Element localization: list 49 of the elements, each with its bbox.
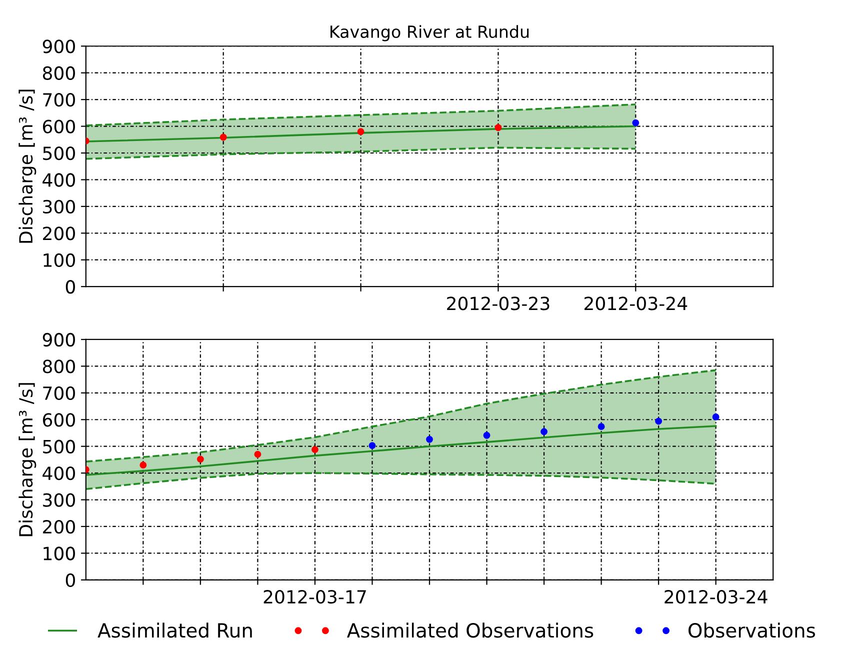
y-tick-label: 100 [44, 253, 75, 267]
point [426, 436, 433, 443]
y-tick-label: 200 [43, 520, 75, 534]
line-series [86, 369, 717, 462]
y-tick-label: 600 [42, 413, 75, 427]
y-tick-label: 500 [43, 146, 75, 160]
legend-label: Assimilated Observations [346, 622, 594, 638]
y-axis-title: Discharge [m³ /s] [18, 383, 36, 536]
x-tick-label: 2012-03-24 [584, 296, 688, 310]
x-tick-label: 2012-03-24 [664, 590, 768, 604]
y-tick-label: 800 [42, 360, 75, 374]
y-tick-label: 0 [66, 573, 75, 588]
point [540, 428, 548, 436]
y-axis-title: Discharge [m³ /s] [18, 90, 36, 243]
y-tick-label: 0 [66, 280, 75, 294]
point [357, 128, 364, 136]
point [220, 134, 227, 141]
point [598, 423, 605, 430]
y-tick-label: 900 [42, 40, 75, 54]
legend-label: Assimilated Run [98, 622, 252, 638]
point [632, 119, 640, 126]
y-tick-label: 300 [43, 200, 75, 214]
y-tick-label: 800 [42, 66, 75, 80]
point [254, 450, 262, 458]
y-tick-label: 500 [43, 440, 75, 454]
chart-title: Kavango River at Rundu [330, 25, 529, 42]
y-tick-label: 200 [43, 226, 75, 240]
point [196, 456, 204, 463]
line-series [86, 146, 637, 160]
point [311, 446, 318, 454]
y-tick-label: 600 [42, 120, 75, 134]
y-tick-label: 700 [43, 386, 75, 400]
point [655, 418, 662, 425]
point [368, 442, 376, 450]
x-tick-label: 2012-03-23 [447, 296, 550, 310]
point [483, 432, 490, 439]
y-tick-label: 900 [42, 332, 75, 347]
y-tick-label: 100 [44, 546, 75, 560]
y-tick-label: 400 [42, 173, 75, 187]
legend-label: Observations [688, 622, 816, 638]
y-tick-label: 300 [43, 493, 75, 507]
point [140, 462, 147, 469]
point [712, 413, 720, 420]
y-tick-label: 700 [43, 93, 75, 107]
x-tick-label: 2012-03-17 [264, 590, 366, 604]
line-series [86, 425, 717, 476]
y-tick-label: 400 [42, 466, 75, 480]
point [494, 124, 502, 132]
line-series [86, 103, 637, 126]
